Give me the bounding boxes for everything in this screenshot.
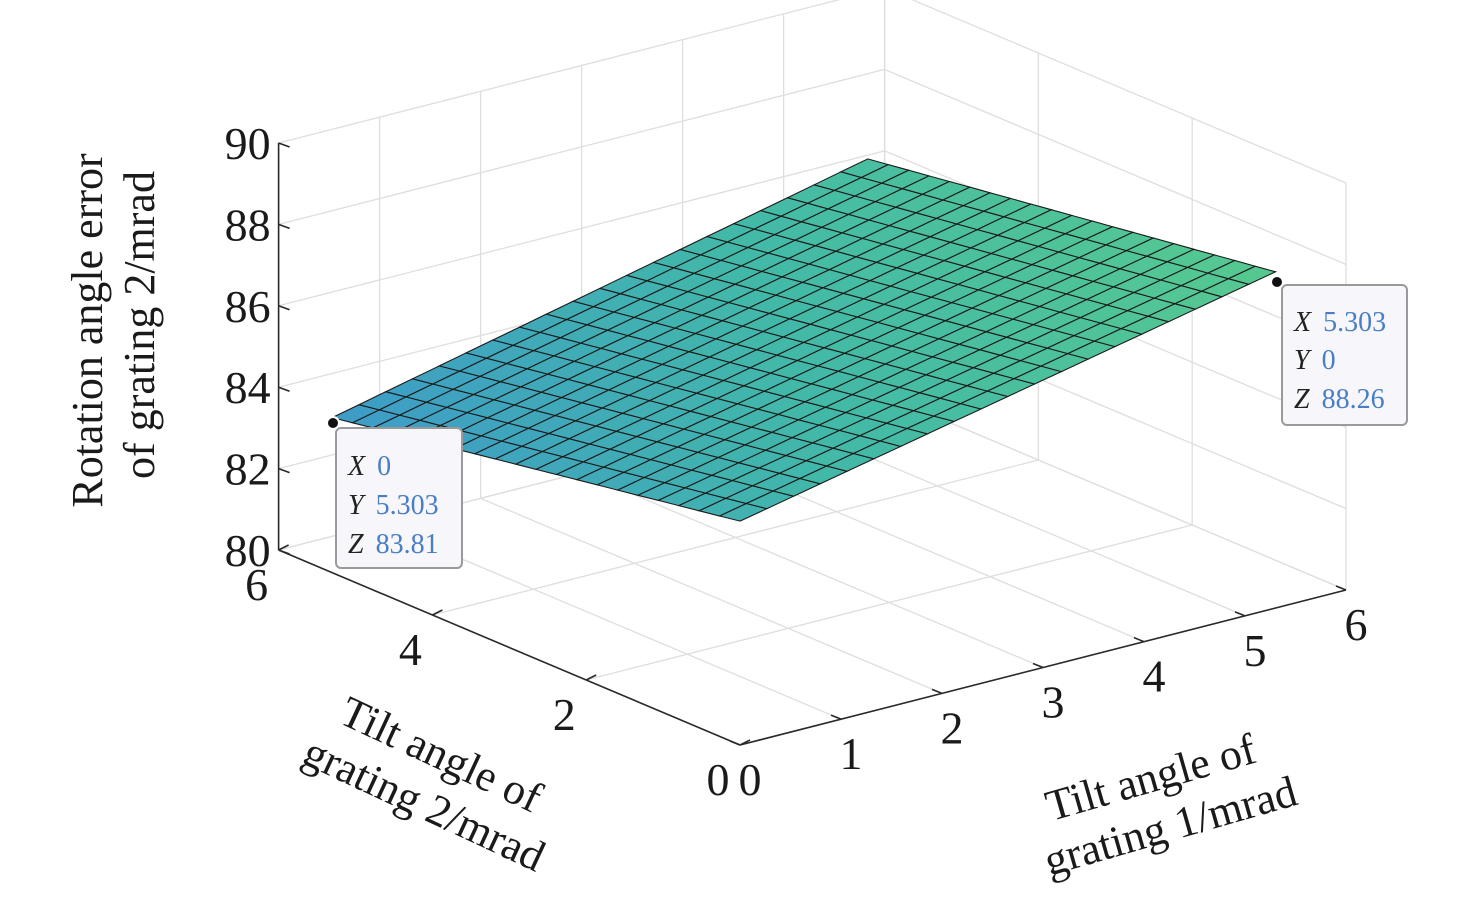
y-tick-label: 0: [707, 754, 730, 805]
y-tick-label: 2: [553, 689, 576, 740]
z-tick-label: 88: [225, 199, 271, 250]
datatip-z-key: Z: [1294, 384, 1310, 415]
x-tick-label: 5: [1244, 625, 1267, 676]
z-tick-mark: [278, 386, 290, 392]
datatip-x-key: X: [1293, 307, 1312, 338]
x-tick-mark: [729, 740, 741, 746]
datatip-y-row: Y 0: [1294, 345, 1336, 376]
z-tick-mark: [278, 549, 290, 555]
z-axis-label-line-1: Rotation angle error: [63, 153, 112, 508]
y-tick-mark: [585, 674, 597, 681]
datatip-left[interactable]: X 0 Y 5.303 Z 83.81: [326, 416, 463, 569]
z-tick-label: 82: [225, 444, 271, 495]
back-wall-grid-line: [278, 0, 841, 144]
x-axis-label: Tilt angle of grating 1/mrad: [1024, 717, 1302, 886]
x-tick-mark: [830, 714, 842, 720]
x-tick-label: 6: [1345, 599, 1368, 650]
x-tick-mark: [931, 688, 943, 695]
y-tick-mark: [278, 544, 289, 551]
x-tick-label: 4: [1143, 651, 1166, 702]
z-tick-label: 80: [225, 525, 271, 576]
datatip-x-value: 0: [377, 451, 391, 482]
axes: [277, 142, 1347, 746]
side-wall-grid-line: [884, 394, 1347, 591]
z-tick-mark: [278, 305, 290, 311]
y-axis-label: Tilt angle of grating 2/mrad: [296, 680, 575, 882]
datatip-x-key: X: [347, 451, 366, 482]
datatip-z-value: 83.81: [376, 529, 439, 560]
x-tick-label: 1: [840, 728, 863, 779]
z-tick-mark: [278, 142, 290, 148]
datatip-y-key: Y: [1294, 345, 1313, 376]
y-tick-mark: [739, 739, 751, 746]
datatip-z-key: Z: [348, 529, 364, 560]
z-tick-label: 84: [225, 362, 271, 413]
z-tick-label: 90: [225, 118, 271, 169]
z-tick-mark: [278, 467, 290, 474]
x-tick-label: 0: [739, 754, 762, 805]
datatip-y-row: Y 5.303: [348, 490, 439, 521]
datatip-marker: [1270, 275, 1284, 289]
floor-grid-line: [586, 524, 1193, 681]
z-tick-mark: [278, 223, 290, 230]
x-tick-mark: [1032, 662, 1044, 669]
datatip-x-value: 5.303: [1323, 307, 1386, 338]
datatip-y-value: 5.303: [376, 490, 439, 521]
floor-grid-line: [480, 497, 943, 694]
datatip-right[interactable]: X 5.303 Y 0 Z 88.26: [1270, 275, 1408, 426]
z-axis-label: Rotation angle error of grating 2/mrad: [63, 142, 164, 507]
z-axis-label-line-2: of grating 2/mrad: [115, 171, 164, 479]
datatip-z-row: Z 83.81: [348, 529, 439, 560]
back-wall-grid-line: [278, 150, 885, 307]
side-wall-grid-line: [911, 0, 1347, 184]
y-tick-label: 6: [245, 559, 268, 610]
surface-cell: [1226, 265, 1278, 285]
back-wall-grid-line: [278, 68, 885, 226]
datatip-z-row: Z 88.26: [1294, 384, 1385, 415]
floor-grid-line: [581, 471, 1044, 669]
datatip-marker: [326, 416, 340, 430]
datatip-y-key: Y: [348, 490, 367, 521]
floor-grid-line: [432, 459, 1039, 616]
side-wall-grid-line: [884, 68, 1347, 266]
z-tick-label: 86: [225, 281, 271, 332]
x-tick-label: 2: [941, 702, 964, 753]
datatip-x-row: X 5.303: [1293, 307, 1386, 338]
y-axis-line: [278, 549, 741, 746]
y-tick-label: 4: [399, 624, 422, 675]
x-tick-mark: [1234, 611, 1246, 617]
datatip-y-value: 0: [1322, 345, 1336, 376]
x-tick-mark: [1335, 585, 1347, 591]
y-tick-mark: [432, 609, 443, 616]
datatip-x-row: X 0: [347, 451, 391, 482]
x-tick-mark: [1133, 636, 1145, 643]
datatip-z-value: 88.26: [1322, 384, 1385, 415]
x-tick-label: 3: [1042, 677, 1065, 728]
surface: [330, 158, 1278, 522]
